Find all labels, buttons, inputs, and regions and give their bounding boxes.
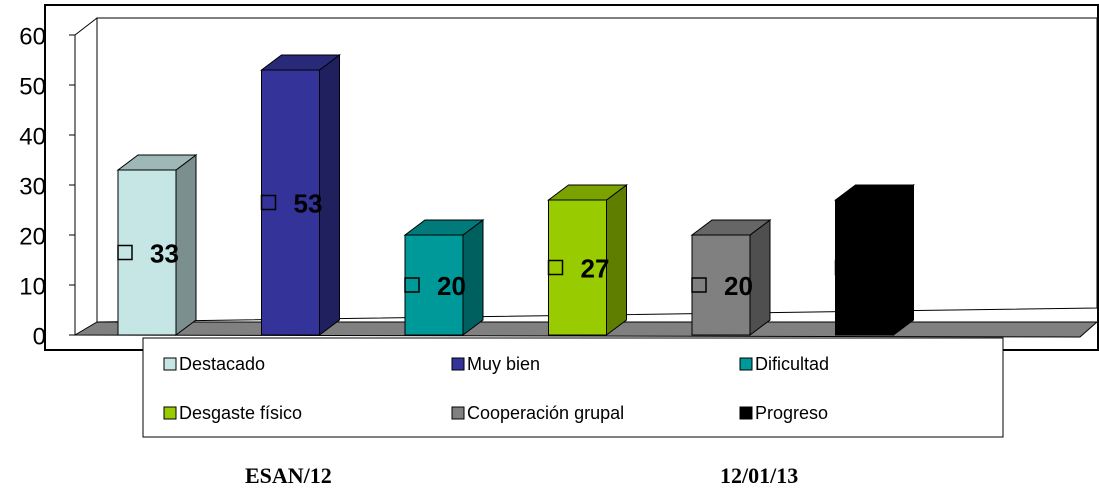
legend-swatch (739, 406, 753, 420)
legend-label: Destacado (179, 354, 265, 374)
label-marker (547, 259, 564, 276)
legend-swatch (163, 357, 177, 371)
y-tick-label: 0 (33, 323, 46, 350)
label-marker (404, 277, 420, 293)
y-tick-label: 60 (19, 23, 46, 50)
bar (691, 234, 751, 336)
legend-swatch (451, 357, 465, 371)
label-marker (834, 259, 851, 276)
footer-left: ESAN/12 (245, 463, 332, 488)
legend-swatch (739, 357, 753, 371)
value-label: 27 (581, 253, 610, 283)
value-label: 27 (868, 253, 897, 283)
bar (835, 199, 894, 336)
y-tick-label: 30 (19, 173, 46, 200)
value-label: 53 (294, 188, 323, 218)
y-tick-label: 50 (19, 73, 46, 100)
value-label: 33 (150, 238, 179, 268)
value-label: 20 (724, 271, 753, 301)
bar-side (606, 184, 627, 336)
legend-label: Muy bien (467, 354, 540, 374)
legend-label: Dificultad (755, 354, 829, 374)
label-marker (691, 277, 707, 293)
legend-swatch (163, 406, 177, 420)
y-tick-label: 10 (19, 273, 46, 300)
legend-label: Progreso (755, 403, 828, 423)
bar (117, 169, 177, 336)
label-marker (117, 244, 133, 261)
wall-edge (74, 17, 98, 36)
bar (261, 69, 320, 336)
legend-swatch (451, 406, 465, 420)
bar (548, 199, 607, 336)
bar (404, 234, 464, 336)
label-marker (260, 194, 277, 211)
legend-label: Cooperación grupal (467, 403, 624, 423)
legend-label: Desgaste físico (179, 403, 302, 423)
y-tick-label: 40 (19, 123, 46, 150)
footer-right: 12/01/13 (720, 463, 798, 488)
bar-side (175, 154, 197, 336)
y-tick-label: 20 (19, 223, 46, 250)
bar-side (319, 54, 340, 336)
bar-side (893, 184, 914, 336)
legend-box (142, 337, 1004, 438)
value-label: 20 (437, 271, 466, 301)
bar-side (462, 219, 484, 336)
bar-side (749, 219, 771, 336)
